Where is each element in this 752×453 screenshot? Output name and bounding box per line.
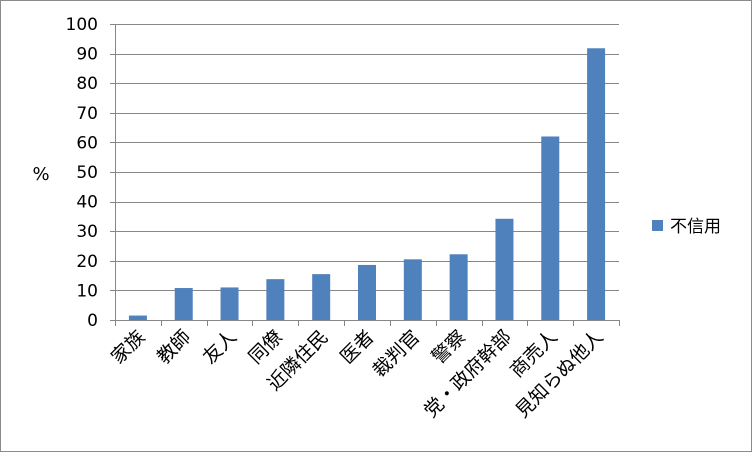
gridlines: [110, 24, 619, 321]
y-tick-labels: 0 10 20 30 40 50 60 70 80 90 100: [66, 15, 98, 331]
y-tick-label: 90: [76, 45, 98, 65]
bar: [174, 288, 193, 320]
bar: [495, 218, 514, 320]
bar: [312, 274, 331, 320]
y-tick-label: 40: [76, 193, 98, 213]
y-tick-label: 70: [76, 104, 98, 124]
x-tick-label: 友人: [199, 326, 241, 368]
bar: [128, 315, 147, 320]
y-axis-label: %: [32, 164, 49, 185]
axes: [115, 24, 620, 326]
x-tick-label: 家族: [107, 326, 149, 368]
y-tick-label: 20: [76, 252, 98, 272]
y-tick-label: 80: [76, 74, 98, 94]
y-tick-label: 50: [76, 163, 98, 183]
bar: [541, 136, 560, 320]
bar: [403, 259, 422, 320]
legend-label: 不信用: [670, 217, 721, 237]
bars: [128, 48, 606, 320]
bar: [358, 264, 376, 320]
bar: [220, 287, 239, 320]
bar: [449, 254, 468, 320]
bar: [587, 48, 606, 320]
legend-swatch: [652, 220, 663, 231]
bar: [266, 279, 285, 320]
legend: 不信用: [652, 217, 721, 237]
y-tick-label: 60: [76, 133, 98, 153]
y-tick-label: 0: [87, 311, 98, 331]
x-tick-label: 裁判官: [368, 326, 424, 382]
y-tick-label: 10: [76, 281, 98, 301]
y-tick-label: 30: [76, 222, 98, 242]
y-tick-label: 100: [66, 15, 98, 35]
x-tick-label: 教師: [153, 326, 195, 368]
